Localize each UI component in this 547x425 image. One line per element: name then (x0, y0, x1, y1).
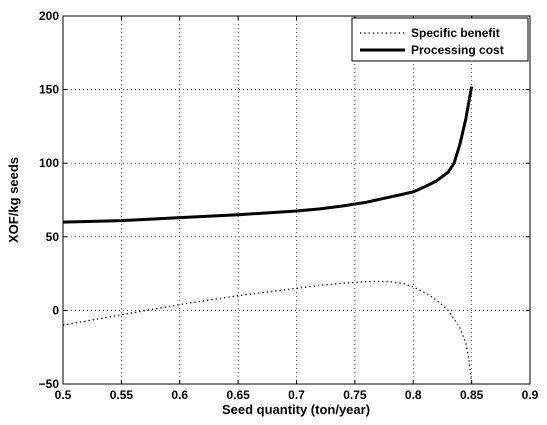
legend-label-specific-benefit: Specific benefit (411, 26, 500, 40)
y-axis-title: XOF/kg seeds (6, 157, 21, 243)
x-tick-label: 0.75 (343, 388, 367, 402)
x-tick-label: 0.7 (288, 388, 305, 402)
x-tick-label: 0.65 (226, 388, 250, 402)
y-tick-label: 50 (46, 230, 60, 244)
x-tick-label: 0.55 (110, 388, 134, 402)
axis-ticks: 0.5 0.55 0.6 0.65 0.7 0.75 0.8 0.85 0.9 −50 0 50 100… (39, 9, 539, 402)
x-tick-label: 0.6 (171, 388, 188, 402)
y-tick-label: 200 (39, 9, 59, 23)
x-tick-label: 0.8 (405, 388, 422, 402)
x-tick-label: 0.9 (522, 388, 539, 402)
legend: Specific benefit Processing cost (351, 17, 529, 62)
y-tick-label: −50 (39, 377, 60, 391)
legend-label-processing-cost: Processing cost (411, 43, 504, 57)
series-line-specific-benefit (62, 280, 473, 385)
x-axis-title: Seed quantity (ton/year) (222, 402, 370, 417)
y-tick-label: 150 (39, 83, 59, 97)
y-tick-label: 100 (39, 156, 59, 170)
grid-lines (63, 16, 530, 384)
series-line-processing-cost (62, 86, 474, 224)
x-tick-label: 0.85 (460, 388, 484, 402)
y-tick-label: 0 (52, 303, 59, 317)
x-tick-label: 0.5 (55, 388, 72, 402)
series-lines (62, 86, 474, 385)
legend-box (351, 17, 529, 62)
